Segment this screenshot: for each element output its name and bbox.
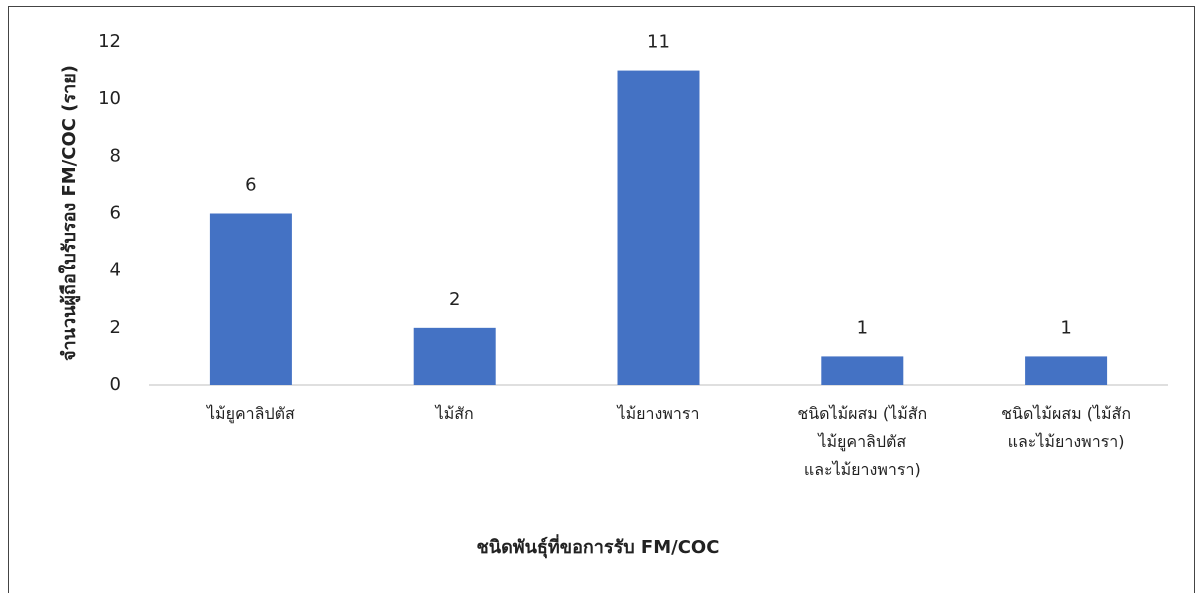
bar bbox=[209, 213, 292, 385]
bar bbox=[1025, 356, 1108, 385]
y-tick-label: 2 bbox=[110, 317, 121, 338]
bar bbox=[821, 356, 904, 385]
y-tick-label: 12 bbox=[98, 31, 121, 52]
bar bbox=[617, 70, 700, 385]
y-tick-label: 10 bbox=[98, 88, 121, 109]
data-label: 2 bbox=[449, 289, 460, 310]
x-tick-label: ไม้สัก bbox=[435, 404, 474, 423]
x-tick-label: ไม้ยางพารา bbox=[617, 404, 700, 423]
x-tick-label: ชนิดไม้ผสม (ไม้สัก ไม้ยูคาลิปตัส และไม้ย… bbox=[797, 404, 928, 479]
y-tick-label: 8 bbox=[110, 145, 121, 166]
y-axis-title: จำนวนผู้ถือใบรับรอง FM/COC (ราย) bbox=[58, 65, 81, 361]
y-tick-label: 4 bbox=[110, 260, 121, 281]
data-label: 6 bbox=[245, 175, 256, 196]
data-label: 1 bbox=[857, 317, 868, 338]
y-tick-label: 6 bbox=[110, 203, 121, 224]
x-axis-title: ชนิดพันธุ์ที่ขอการรับ FM/COC bbox=[477, 534, 720, 559]
chart-border bbox=[8, 6, 1195, 593]
y-tick-label: 0 bbox=[110, 374, 121, 395]
x-tick-label: ชนิดไม้ผสม (ไม้สัก และไม้ยางพารา) bbox=[1001, 404, 1131, 451]
bar bbox=[413, 327, 496, 385]
x-tick-label: ไม้ยูคาลิปตัส bbox=[207, 404, 295, 423]
data-label: 11 bbox=[647, 32, 670, 53]
data-label: 1 bbox=[1060, 317, 1071, 338]
